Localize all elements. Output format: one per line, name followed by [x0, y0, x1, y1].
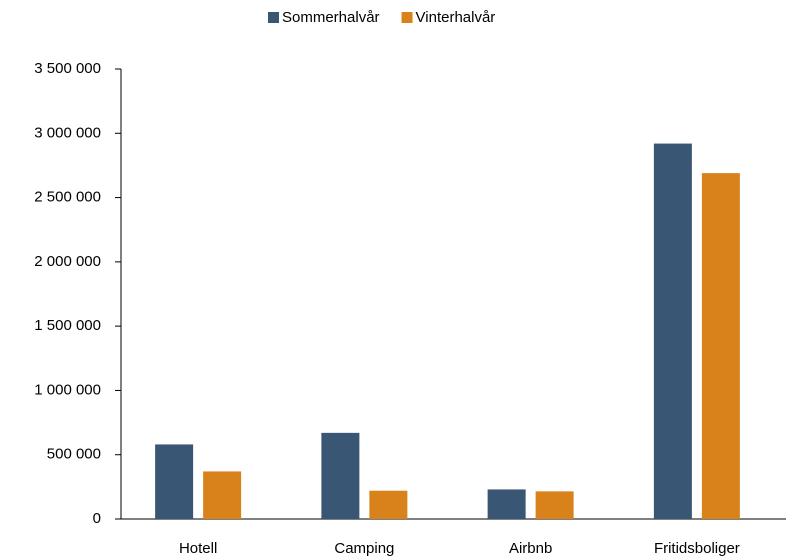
y-tick-label: 3 500 000	[34, 60, 101, 77]
bar	[535, 491, 574, 519]
x-tick-label: Fritidsboliger	[654, 540, 740, 557]
y-tick-label: 1 500 000	[34, 317, 101, 334]
bar	[321, 432, 360, 519]
legend-swatch	[268, 12, 279, 23]
y-tick-label: 2 000 000	[34, 253, 101, 270]
legend-label: Vinterhalvår	[416, 9, 496, 26]
legend-swatch	[401, 12, 413, 23]
y-tick-label: 1 000 000	[34, 381, 101, 398]
y-tick-label: 2 500 000	[34, 189, 101, 206]
bar	[369, 490, 408, 519]
y-tick-label: 0	[93, 510, 101, 527]
legend-label: Sommerhalvår	[282, 9, 380, 26]
bar	[155, 444, 194, 519]
bar	[487, 489, 526, 519]
x-tick-label: Hotell	[179, 540, 217, 557]
bar	[653, 143, 692, 520]
bar	[203, 471, 242, 519]
y-tick-label: 500 000	[47, 446, 101, 463]
x-tick-label: Airbnb	[509, 540, 552, 557]
bar	[701, 173, 740, 519]
y-tick-label: 3 000 000	[34, 124, 101, 141]
x-tick-label: Camping	[334, 540, 394, 557]
